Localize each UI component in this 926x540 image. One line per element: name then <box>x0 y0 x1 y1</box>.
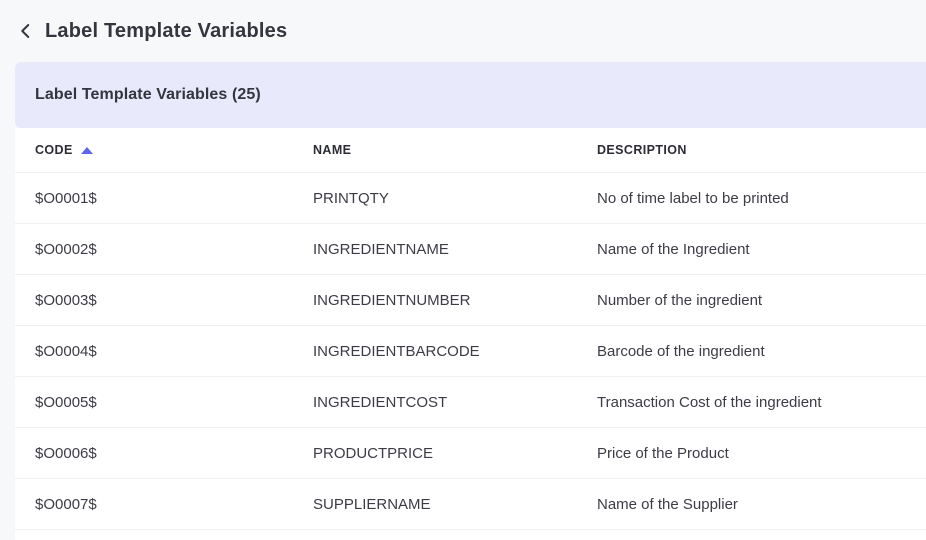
cell-description: No of time label to be printed <box>597 189 789 207</box>
table-row[interactable]: $O0005$ INGREDIENTCOST Transaction Cost … <box>15 377 926 428</box>
column-header-code-label: CODE <box>35 143 73 157</box>
list-banner: Label Template Variables (25) <box>15 62 926 128</box>
cell-description: Transaction Cost of the ingredient <box>597 393 822 411</box>
column-header-name-label: NAME <box>313 143 352 157</box>
table-header-row: CODE NAME DESCRIPTION <box>15 128 926 173</box>
column-header-description-label: DESCRIPTION <box>597 143 687 157</box>
cell-description: Price of the Product <box>597 444 729 462</box>
sort-ascending-icon <box>80 146 93 154</box>
cell-name: SUPPLIERNAME <box>313 495 431 513</box>
cell-description: Number of the ingredient <box>597 291 763 309</box>
banner-title: Label Template Variables (25) <box>35 86 261 103</box>
cell-code: $O0001$ <box>35 189 97 207</box>
table-row[interactable]: $O0007$ SUPPLIERNAME Name of the Supplie… <box>15 479 926 530</box>
cell-name: PRODUCTPRICE <box>313 444 434 462</box>
back-button[interactable] <box>13 18 39 44</box>
cell-name: PRINTQTY <box>313 189 389 207</box>
cell-code: $O0005$ <box>35 393 97 411</box>
cell-name: INGREDIENTBARCODE <box>313 342 480 360</box>
table-row-partial <box>15 530 926 540</box>
page-header: Label Template Variables <box>0 0 926 62</box>
column-header-name[interactable]: NAME <box>313 143 597 157</box>
table-row[interactable]: $O0003$ INGREDIENTNUMBER Number of the i… <box>15 275 926 326</box>
table-row[interactable]: $O0002$ INGREDIENTNAME Name of the Ingre… <box>15 224 926 275</box>
cell-code: $O0003$ <box>35 291 97 309</box>
cell-description: Name of the Ingredient <box>597 240 750 258</box>
cell-name: INGREDIENTCOST <box>313 393 448 411</box>
variables-table: CODE NAME DESCRIPTION $O0001$ PRINTQTY N… <box>15 128 926 540</box>
table-row[interactable]: $O0004$ INGREDIENTBARCODE Barcode of the… <box>15 326 926 377</box>
cell-code: $O0007$ <box>35 495 97 513</box>
table-row[interactable]: $O0006$ PRODUCTPRICE Price of the Produc… <box>15 428 926 479</box>
cell-name: INGREDIENTNUMBER <box>313 291 471 309</box>
page-title: Label Template Variables <box>45 19 288 42</box>
column-header-code[interactable]: CODE <box>35 143 313 157</box>
cell-code: $O0004$ <box>35 342 97 360</box>
column-header-description[interactable]: DESCRIPTION <box>597 143 926 157</box>
cell-description: Barcode of the ingredient <box>597 342 765 360</box>
cell-code: $O0006$ <box>35 444 97 462</box>
cell-name: INGREDIENTNAME <box>313 240 449 258</box>
cell-code: $O0002$ <box>35 240 97 258</box>
cell-description: Name of the Supplier <box>597 495 738 513</box>
chevron-left-icon <box>17 22 35 40</box>
table-row[interactable]: $O0001$ PRINTQTY No of time label to be … <box>15 173 926 224</box>
